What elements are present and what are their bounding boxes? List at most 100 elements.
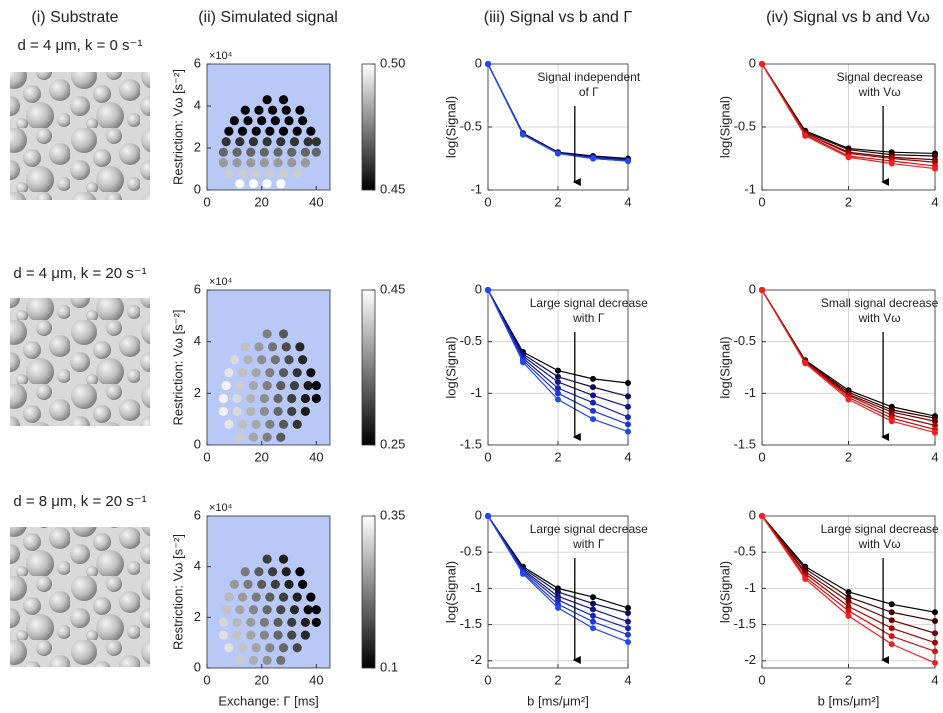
- scatter-point: [262, 655, 272, 666]
- y-tick-label: 2: [194, 139, 201, 154]
- series-point: [845, 598, 852, 605]
- colorbar-tick-label: 0.25: [380, 436, 405, 451]
- row-label: d = 4 μm, k = 20 s⁻¹: [13, 265, 146, 282]
- substrate-image: [10, 298, 150, 426]
- series-point: [845, 603, 852, 610]
- scatter-point: [278, 592, 289, 602]
- series-point: [485, 61, 491, 67]
- annotation: Small signal decrease: [821, 296, 939, 310]
- x-tick-label: 0: [484, 194, 491, 209]
- scatter-point: [292, 419, 302, 429]
- scatter-point: [257, 579, 267, 590]
- scatter-point: [251, 419, 261, 429]
- y-tick-label: 6: [194, 281, 201, 296]
- scatter-point: [300, 630, 310, 640]
- scatter-point: [246, 630, 256, 640]
- scatter-point: [232, 158, 242, 168]
- scatter-point: [273, 406, 283, 417]
- x-tick-label: 40: [309, 194, 323, 209]
- substrate-image: [10, 72, 150, 200]
- series-point: [845, 594, 852, 601]
- scatter-point: [259, 147, 269, 157]
- x-tick-label: 0: [758, 449, 765, 464]
- axes-frame: [487, 289, 629, 446]
- series-point: [625, 428, 631, 435]
- x-tick-label: 0: [203, 449, 210, 464]
- y-tick-label: -0.5: [734, 333, 756, 348]
- series-point: [555, 373, 561, 380]
- colorbar-tick-label: 0.50: [380, 55, 405, 70]
- y-axis-label: Restriction: Vω [s⁻²]: [170, 534, 185, 650]
- y-tick-label: 2: [194, 385, 201, 400]
- y-axis-label: log(Signal): [443, 336, 458, 398]
- scatter-point: [218, 406, 228, 417]
- scatter-point: [248, 179, 259, 189]
- x-tick-label: 2: [845, 194, 852, 209]
- axes-frame: [761, 63, 936, 191]
- scatter-point: [289, 137, 300, 147]
- series-point: [590, 407, 596, 414]
- series-point: [590, 155, 596, 162]
- scatter-point: [237, 368, 248, 378]
- series-point: [555, 385, 561, 392]
- scatter-point: [248, 432, 259, 442]
- x-tick-label: 40: [309, 672, 323, 687]
- y-tick-label: 6: [194, 507, 201, 522]
- scatter-point: [306, 126, 316, 136]
- series-point: [625, 414, 631, 421]
- y-axis-label: log(Signal): [443, 561, 458, 623]
- series-point: [485, 287, 491, 293]
- scatter-point: [287, 158, 297, 168]
- y-axis-label: Restriction: Vω [s⁻²]: [170, 69, 185, 185]
- y-tick-label: -1: [744, 181, 756, 196]
- scatter-point: [262, 95, 272, 105]
- scatter-point: [218, 147, 228, 157]
- scatter-point: [295, 105, 305, 115]
- series-point: [590, 384, 596, 391]
- y-tick-label: -1.5: [460, 436, 482, 451]
- y-tick-label: 6: [194, 55, 201, 70]
- series-point: [932, 648, 938, 655]
- scatter-point: [251, 368, 261, 378]
- axes-frame: [487, 515, 629, 669]
- colorbar: [361, 515, 376, 669]
- scatter-point: [240, 105, 250, 115]
- series-point: [932, 422, 938, 429]
- scatter-point: [224, 592, 234, 602]
- scatter-point: [273, 158, 283, 168]
- annotation: Large signal decrease: [530, 296, 648, 310]
- series-point: [802, 575, 809, 582]
- scatter-point: [229, 116, 239, 126]
- y-tick-label: 0: [749, 507, 756, 522]
- series-point: [759, 513, 765, 519]
- y-axis-label: log(Signal): [717, 96, 732, 158]
- scatter-point: [224, 643, 234, 653]
- scatter-point: [300, 406, 310, 417]
- scatter-point: [265, 126, 275, 136]
- scatter-point: [298, 355, 308, 365]
- scatter-point: [246, 406, 256, 417]
- scatter-point: [295, 567, 305, 577]
- row-label: d = 8 μm, k = 20 s⁻¹: [13, 493, 146, 510]
- scatter-point: [287, 393, 297, 404]
- scatter-point: [276, 432, 286, 442]
- scatter-point: [259, 617, 269, 628]
- series-point: [590, 625, 596, 632]
- scatter-point: [232, 393, 242, 404]
- scatter-point: [270, 355, 280, 365]
- x-tick-label: 20: [254, 672, 268, 687]
- y-tick-label: -1.5: [734, 436, 756, 451]
- annotation: with Vω: [858, 311, 901, 325]
- series-point: [888, 609, 895, 616]
- x-axis-label: b [ms/μm²]: [818, 693, 880, 708]
- scatter-point: [237, 419, 248, 429]
- series-point: [625, 158, 631, 165]
- scatter-point: [224, 168, 234, 178]
- scatter-point: [303, 605, 313, 615]
- substrate-image: [10, 527, 150, 667]
- scatter-point: [268, 342, 278, 352]
- scatter-point: [235, 380, 245, 391]
- series-point: [485, 513, 491, 519]
- x-tick-label: 4: [624, 449, 631, 464]
